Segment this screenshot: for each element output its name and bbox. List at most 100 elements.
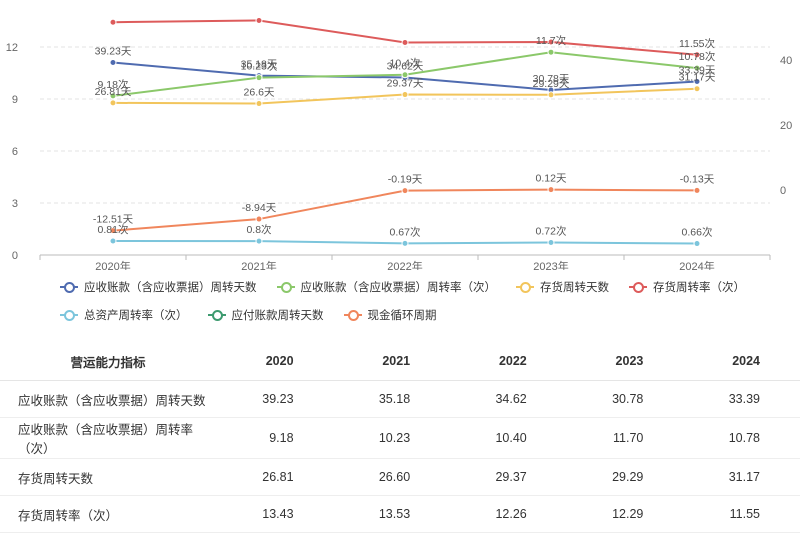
table-header-year: 2023 [566,342,684,381]
legend-item[interactable]: 总资产周转率（次） [60,306,188,324]
legend-swatch-icon [343,309,362,321]
data-label: 0.81次 [98,223,129,236]
data-point [693,77,701,85]
legend-label: 现金循环周期 [367,310,437,322]
table-header-year: 2020 [216,342,334,381]
legend-item[interactable]: 存货周转天数 [516,278,609,296]
x-tick-label: 2020年 [95,259,130,270]
y-right-tick-label: 0 [780,185,786,197]
x-tick-label: 2021年 [241,259,276,270]
data-point [109,99,117,107]
data-point [109,18,117,26]
chart-series [109,16,701,248]
data-point [693,64,701,72]
table-row: 应收账款（含应收票据）周转天数 39.23 35.18 34.62 30.78 … [0,380,800,418]
cell-value: 12.26 [450,495,567,533]
table-row: 存货周转率（次） 13.43 13.53 12.26 12.29 11.55 [0,495,800,533]
data-label: 29.37天 [387,78,424,90]
row-label: 应收账款（含应收票据）周转率（次） [0,417,217,459]
data-point [693,51,701,59]
cell-value: 26.60 [333,458,451,496]
data-label: 29.29天 [533,78,570,90]
table-row: 存货周转天数 26.81 26.60 29.37 29.29 31.17 [0,458,800,496]
data-point [401,91,409,99]
cell-value: 34.62 [450,380,567,418]
cell-value: 29.29 [566,458,684,496]
data-point [401,38,409,46]
data-label: 26.81天 [95,86,132,98]
data-point [693,186,701,194]
data-point [547,239,555,247]
legend-label: 应收账款（含应收票据）周转率（次） [300,282,497,294]
legend-item[interactable]: 应收账款（含应收票据）周转天数 [60,278,257,296]
row-label: 存货周转天数 [0,458,217,496]
cell-value: 31.17 [683,458,800,496]
data-label: 11.55次 [679,37,715,50]
legend-swatch-icon [60,281,78,293]
y-left-tick-label: 6 [12,146,18,158]
data-label: 11.7次 [536,34,567,47]
x-tick-label: 2023年 [533,259,568,270]
metrics-table: 营运能力指标 2020 2021 2022 2023 2024 应收账款（含应收… [0,342,800,533]
legend-swatch-icon [60,309,78,321]
data-point [547,91,555,99]
data-label: -12.51天 [93,214,134,226]
cell-value: 13.53 [333,495,451,533]
legend-label: 存货周转天数 [540,282,609,294]
data-point [255,74,263,82]
data-label: 9.18次 [98,78,129,91]
legend-swatch-icon [276,281,295,293]
table-header-year: 2022 [450,342,567,381]
chart-data-labels: 39.23天 35.18天 34.62天 30.78天 33.39天 9.18次 10.23… [93,34,716,238]
cell-value: 13.43 [216,495,334,533]
data-point [401,71,409,79]
data-point [109,227,117,235]
legend-label: 总资产周转率（次） [84,310,188,322]
cell-value: 10.23 [333,417,451,459]
table-header-year: 2021 [333,342,451,381]
table-row: 应收账款（含应收票据）周转率（次） 9.18 10.23 10.40 11.70… [0,417,800,459]
legend-item[interactable]: 现金循环周期 [343,306,437,324]
metrics-table-container: 营运能力指标 2020 2021 2022 2023 2024 应收账款（含应收… [0,342,800,533]
data-point [693,240,701,248]
cell-value: 35.18 [333,380,451,418]
data-point [401,187,409,195]
cell-value: 10.40 [450,417,567,459]
series-line [112,188,698,232]
legend-swatch-icon [629,281,647,293]
data-point [109,59,117,67]
y-right-tick-label: 40 [780,55,792,67]
chart-axes: 0 3 6 9 12 0 20 40 60 2020年 2021年 2022年 2023年 2024年 [6,0,793,270]
legend-item[interactable]: 应付账款周转天数 [207,306,324,324]
legend-item[interactable]: 应收账款（含应收票据）周转率（次） [276,278,497,296]
data-point [255,237,263,245]
legend-label: 存货周转率（次） [653,282,745,294]
y-left-tick-label: 0 [12,250,18,262]
data-point [255,100,263,108]
legend-swatch-icon [516,281,534,293]
table-header-row: 营运能力指标 2020 2021 2022 2023 2024 [0,342,800,381]
legend-label: 应收账款（含应收票据）周转天数 [84,282,257,294]
series-line [112,19,698,56]
row-label: 应收账款（含应收票据）周转天数 [0,380,217,418]
cell-value: 11.55 [683,495,800,533]
data-label: -8.94天 [242,202,277,214]
legend-swatch-icon [207,309,226,321]
data-label: 0.72次 [536,225,567,238]
chart-legend: 应收账款（含应收票据）周转天数 应收账款（含应收票据）周转率（次） 存货周转天数 存货… [60,278,760,324]
x-tick-label: 2022年 [387,259,422,270]
data-label: 10.78次 [679,50,716,63]
data-label: 10.4次 [390,57,421,70]
y-right-tick-label: 20 [780,120,792,132]
line-chart: 0 3 6 9 12 0 20 40 60 2020年 2021年 2022年 2023年 2024年 3… [6,0,793,270]
legend-label: 应付账款周转天数 [231,310,324,322]
legend-item[interactable]: 存货周转率（次） [629,278,745,296]
data-label: 0.8次 [246,223,272,236]
cell-value: 9.18 [216,417,334,459]
cell-value: 33.39 [683,380,800,418]
table-header-indicator: 营运能力指标 [0,342,217,381]
data-label: 33.39天 [679,64,716,76]
data-label: 0.12天 [536,173,567,185]
data-point [547,186,555,194]
data-label: 31.17天 [679,72,716,84]
